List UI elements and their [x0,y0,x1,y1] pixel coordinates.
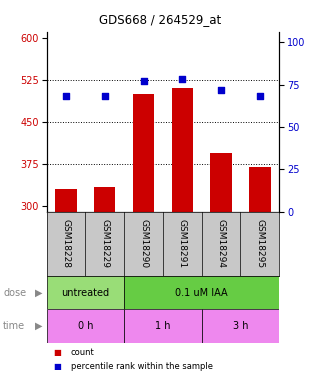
Text: GSM18290: GSM18290 [139,219,148,268]
Point [257,93,263,99]
Point [219,87,224,93]
Text: percentile rank within the sample: percentile rank within the sample [71,362,213,371]
Text: ▶: ▶ [35,321,42,331]
Bar [124,309,202,343]
Text: GSM18229: GSM18229 [100,219,109,268]
Point [102,93,107,99]
Bar [47,276,124,309]
Text: untreated: untreated [61,288,109,297]
Bar [124,276,279,309]
Text: GSM18228: GSM18228 [61,219,70,268]
Bar [172,88,193,212]
Bar [249,167,271,212]
Bar [47,309,124,343]
Text: GSM18291: GSM18291 [178,219,187,268]
Text: ■: ■ [53,348,61,357]
Point [141,78,146,84]
Point [63,93,68,99]
Bar [211,153,232,212]
Text: dose: dose [3,288,26,297]
Text: 0.1 uM IAA: 0.1 uM IAA [175,288,228,297]
Text: 3 h: 3 h [233,321,248,331]
Text: ▶: ▶ [35,288,42,297]
Bar [94,187,115,212]
Text: time: time [3,321,25,331]
Text: GDS668 / 264529_at: GDS668 / 264529_at [100,13,221,26]
Text: 0 h: 0 h [78,321,93,331]
Text: ■: ■ [53,362,61,371]
Bar [202,309,279,343]
Text: count: count [71,348,94,357]
Text: 1 h: 1 h [155,321,171,331]
Point [180,76,185,82]
Bar [133,94,154,212]
Bar [55,189,77,212]
Text: GSM18294: GSM18294 [217,219,226,268]
Text: GSM18295: GSM18295 [256,219,265,268]
